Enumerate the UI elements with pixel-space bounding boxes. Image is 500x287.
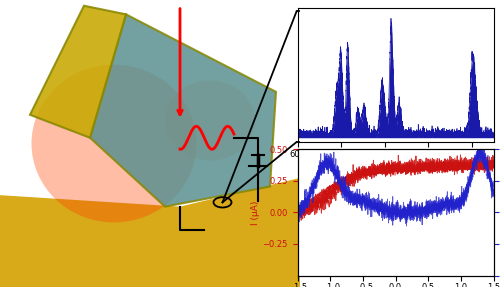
Ellipse shape xyxy=(165,80,255,161)
X-axis label: Raman shift (cm⁻¹): Raman shift (cm⁻¹) xyxy=(352,162,438,170)
Polygon shape xyxy=(0,178,300,287)
Y-axis label: I (μA): I (μA) xyxy=(250,200,260,224)
Ellipse shape xyxy=(32,65,196,222)
Polygon shape xyxy=(30,6,126,138)
Polygon shape xyxy=(90,14,276,207)
FancyBboxPatch shape xyxy=(290,0,500,287)
